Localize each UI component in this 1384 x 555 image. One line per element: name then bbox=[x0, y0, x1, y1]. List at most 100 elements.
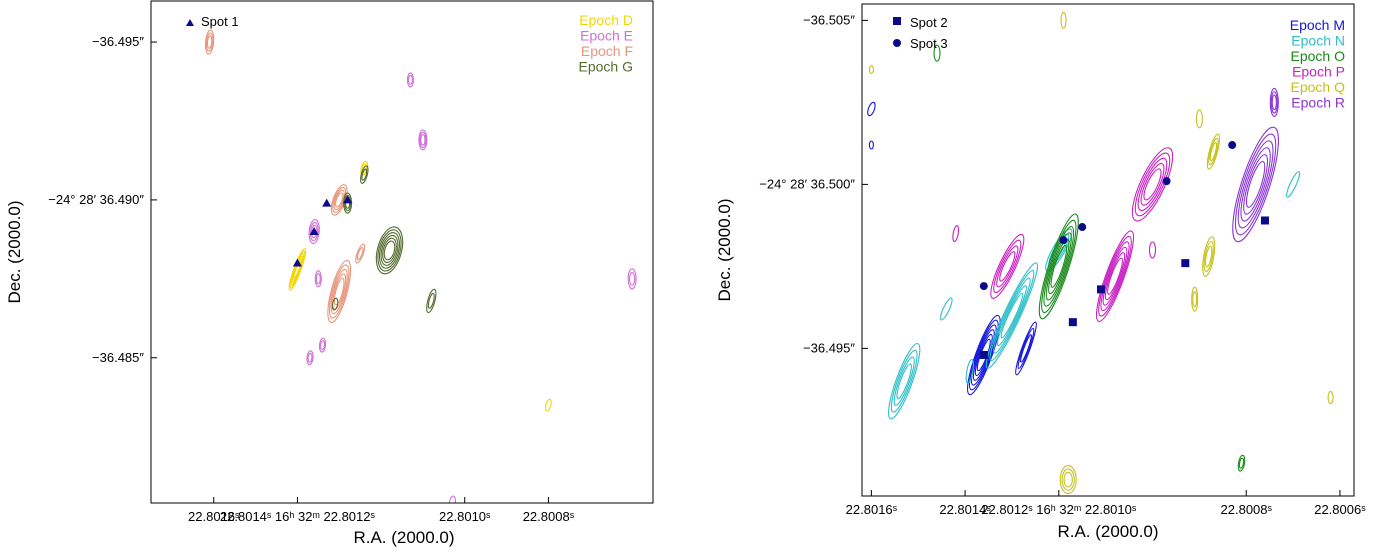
contour-ring bbox=[328, 264, 350, 319]
contour-ring bbox=[407, 74, 413, 85]
contour-ring bbox=[308, 218, 320, 245]
contour-ring bbox=[1143, 168, 1162, 201]
contour-ring bbox=[1043, 226, 1075, 307]
epoch-legend-label: Epoch O bbox=[1291, 48, 1346, 64]
contour-ring bbox=[448, 495, 456, 503]
contour-ring bbox=[306, 350, 314, 366]
spot-2-marker bbox=[1068, 318, 1077, 327]
contour-ring bbox=[205, 32, 214, 52]
epoch-legend-label: Epoch D bbox=[579, 12, 633, 28]
contour-layer-left bbox=[204, 29, 637, 503]
contour-ring bbox=[868, 65, 874, 75]
y-tick-label: −24° 28′ 36.500″ bbox=[759, 176, 855, 191]
contour-ring bbox=[1286, 171, 1301, 198]
spot-3-marker bbox=[1059, 236, 1068, 245]
contour-ring bbox=[307, 352, 313, 363]
contour-ring bbox=[1045, 232, 1072, 301]
contour-ring bbox=[331, 297, 339, 311]
y-tick-label: −36.495″ bbox=[92, 34, 144, 49]
spot-2-marker bbox=[1260, 216, 1269, 225]
contour-ring bbox=[1098, 235, 1132, 317]
contour-ring bbox=[1327, 391, 1334, 405]
contour-ring bbox=[933, 44, 941, 62]
epoch-legend-label: Epoch R bbox=[1291, 95, 1345, 111]
contour-ring bbox=[628, 271, 636, 286]
contour-ring bbox=[356, 247, 364, 261]
contour-ring bbox=[952, 225, 960, 243]
epoch-legend-label: Epoch N bbox=[1291, 33, 1345, 49]
contour-ring bbox=[996, 245, 1019, 288]
spot-1-marker bbox=[343, 195, 353, 204]
spot-markers-left bbox=[292, 195, 353, 267]
y-axis-label-right: Dec. (2000.0) bbox=[715, 199, 734, 302]
contour-ring bbox=[319, 340, 326, 351]
x-tick-label: 22.8016ˢ bbox=[846, 502, 898, 517]
epoch-legend-label: Epoch G bbox=[579, 59, 633, 75]
contour-ring bbox=[1148, 241, 1157, 259]
contour-ring bbox=[360, 165, 369, 184]
contour-ring bbox=[375, 226, 404, 275]
y-tick-label: −24° 28′ 36.490″ bbox=[48, 192, 144, 207]
legend-left: Spot 1 bbox=[186, 14, 239, 29]
contour-ring bbox=[1208, 137, 1219, 166]
spot-2-marker bbox=[1096, 285, 1105, 294]
contour-ring bbox=[406, 72, 414, 88]
contour-ring bbox=[1041, 219, 1077, 314]
contour-ring bbox=[1020, 334, 1032, 363]
plot-frame-right bbox=[861, 3, 1355, 497]
x-tick-label: 22.8008ˢ bbox=[1221, 502, 1273, 517]
spot-3-marker bbox=[1228, 141, 1237, 150]
y-axis-label-left: Dec. (2000.0) bbox=[5, 201, 24, 304]
contour-ring bbox=[896, 363, 912, 400]
contour-ring bbox=[967, 314, 1001, 396]
y-tick-label: −36.495″ bbox=[803, 340, 855, 355]
contour-ring bbox=[1038, 213, 1079, 320]
contour-ring bbox=[1192, 290, 1198, 308]
contour-ring bbox=[1234, 133, 1277, 236]
contour-layer-right bbox=[867, 11, 1334, 495]
contour-ring bbox=[893, 356, 915, 406]
contour-ring bbox=[627, 268, 637, 290]
spot-1-marker bbox=[292, 258, 302, 267]
contour-ring bbox=[330, 268, 348, 315]
spot-3-marker bbox=[1162, 177, 1171, 186]
contour-ring bbox=[293, 260, 302, 279]
contour-ring bbox=[1237, 454, 1246, 472]
spot-3-legend-label: Spot 3 bbox=[910, 36, 948, 51]
contour-ring bbox=[327, 259, 352, 324]
contour-ring bbox=[418, 129, 428, 151]
contour-ring bbox=[427, 292, 435, 309]
contour-ring bbox=[993, 239, 1022, 294]
contour-ring bbox=[1131, 147, 1174, 222]
contour-ring bbox=[1237, 140, 1274, 229]
contour-ring bbox=[355, 243, 366, 264]
y-tick-label: −36.485″ bbox=[92, 350, 144, 365]
epoch-legend-label: Epoch E bbox=[580, 28, 633, 44]
x-tick-label: 22.8012ˢ 16ʰ 32ᵐ 22.8010ˢ bbox=[981, 502, 1137, 517]
contour-ring bbox=[380, 234, 399, 266]
contour-ring bbox=[993, 277, 1031, 354]
contour-ring bbox=[420, 134, 426, 146]
x-tick-label: 22.8008ˢ bbox=[523, 509, 575, 524]
spot-3-marker bbox=[1078, 223, 1087, 232]
spot-3-marker bbox=[979, 282, 988, 291]
contour-ring bbox=[1059, 465, 1077, 495]
spot-2-legend-label: Spot 2 bbox=[910, 15, 948, 30]
contour-ring bbox=[377, 229, 402, 272]
contour-ring bbox=[1191, 286, 1199, 312]
contour-ring bbox=[1095, 230, 1135, 322]
contour-ring bbox=[888, 342, 921, 420]
spot-2-marker bbox=[979, 350, 988, 359]
legend-right: Spot 2 Spot 3 bbox=[893, 15, 948, 51]
contour-ring bbox=[1238, 457, 1245, 469]
x-tick-label: 22.8014ˢ bbox=[939, 502, 991, 517]
contour-ring bbox=[382, 237, 397, 264]
contour-ring bbox=[335, 192, 344, 208]
contour-ring bbox=[1195, 109, 1203, 129]
x-tick-label: 22.8016ˢ bbox=[188, 509, 240, 524]
contour-ring bbox=[972, 329, 995, 381]
spot-3-legend-marker bbox=[893, 39, 901, 47]
contour-ring bbox=[1271, 94, 1277, 111]
